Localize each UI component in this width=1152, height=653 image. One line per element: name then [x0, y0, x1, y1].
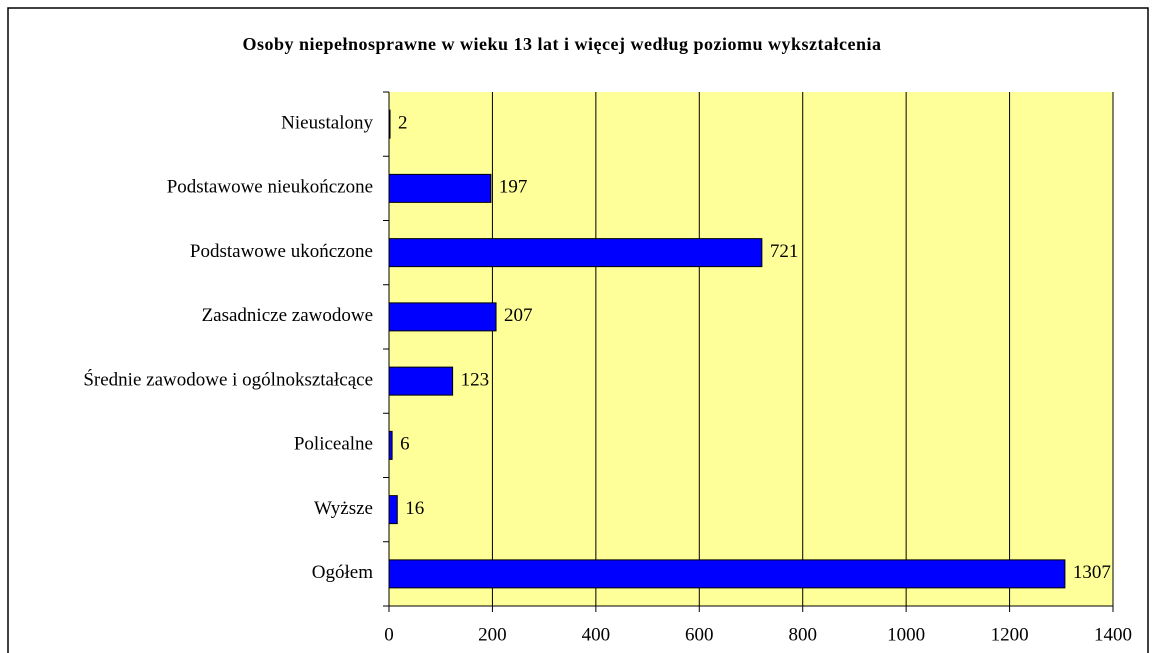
- data-label: 6: [400, 434, 410, 455]
- y-tick-label: Średnie zawodowe i ogólnokształcące: [83, 368, 373, 390]
- data-label: 721: [770, 241, 799, 262]
- y-tick-label: Ogółem: [312, 562, 373, 583]
- bar: [388, 559, 1066, 589]
- data-label: 123: [461, 369, 490, 390]
- data-label: 16: [405, 498, 424, 519]
- y-tick-label: Podstawowe ukończone: [190, 241, 373, 262]
- data-label: 1307: [1073, 562, 1111, 583]
- y-tick-label: Wyższe: [314, 498, 373, 519]
- bar: [388, 173, 492, 203]
- x-tick-label: 600: [685, 624, 714, 645]
- bar: [388, 430, 393, 460]
- plot-area: [389, 92, 1113, 606]
- x-tick-label: 1000: [887, 624, 925, 645]
- y-tick-label: Policealne: [294, 434, 373, 455]
- x-tick-label: 0: [384, 624, 394, 645]
- x-tick-label: 1200: [991, 624, 1029, 645]
- x-tick-label: 800: [788, 624, 817, 645]
- x-tick-label: 400: [582, 624, 611, 645]
- y-tick-label: Nieustalony: [281, 112, 373, 133]
- data-label: 2: [398, 112, 408, 133]
- bar: [388, 109, 391, 139]
- y-tick-label: Podstawowe nieukończone: [167, 177, 373, 198]
- y-tick-label: Zasadnicze zawodowe: [202, 305, 373, 326]
- bar: [388, 495, 398, 525]
- data-label: 207: [504, 305, 533, 326]
- chart-title: Osoby niepełnosprawne w wieku 13 lat i w…: [242, 34, 881, 54]
- bar: [388, 302, 497, 332]
- bar: [388, 366, 454, 396]
- bar: [388, 238, 763, 268]
- x-tick-label: 200: [478, 624, 507, 645]
- x-tick-label: 1400: [1094, 624, 1132, 645]
- data-label: 197: [499, 177, 528, 198]
